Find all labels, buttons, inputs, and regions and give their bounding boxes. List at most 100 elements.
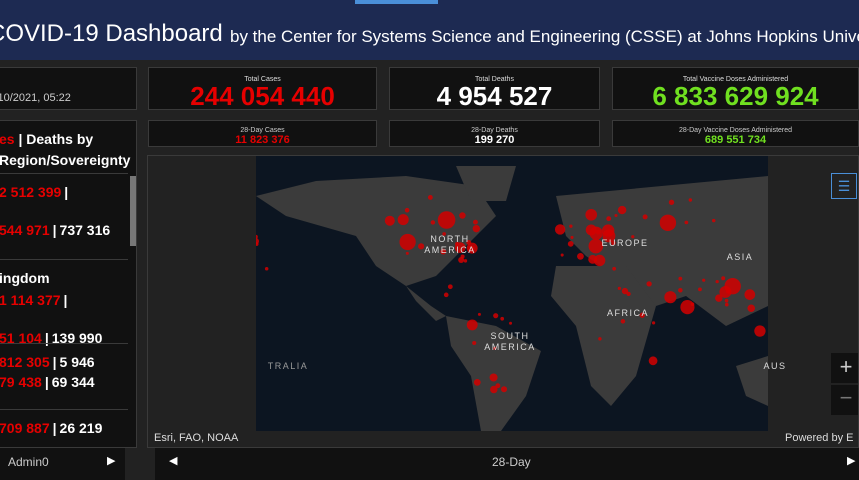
- map-label: TRALIA: [267, 361, 309, 371]
- case-bubble[interactable]: [639, 312, 645, 318]
- case-bubble[interactable]: [620, 319, 626, 324]
- case-bubble[interactable]: [493, 313, 499, 319]
- case-bubble[interactable]: [472, 340, 477, 346]
- case-bubble[interactable]: [570, 235, 574, 239]
- case-bubble[interactable]: [747, 304, 755, 313]
- case-bubble[interactable]: [631, 235, 635, 239]
- case-bubble[interactable]: [405, 251, 409, 255]
- prev-arrow[interactable]: ◀: [169, 455, 178, 467]
- case-bubble[interactable]: [454, 242, 466, 253]
- case-bubble[interactable]: [490, 385, 498, 394]
- case-bubble[interactable]: [399, 233, 416, 251]
- case-bubble[interactable]: [560, 253, 564, 257]
- case-bubble[interactable]: [721, 276, 726, 281]
- case-bubble[interactable]: [712, 218, 716, 223]
- case-bubble[interactable]: [698, 287, 702, 292]
- case-bubble[interactable]: [569, 224, 573, 228]
- case-bubble[interactable]: [690, 302, 695, 306]
- case-bubble[interactable]: [659, 214, 677, 232]
- case-bubble[interactable]: [612, 266, 617, 271]
- case-bubble[interactable]: [617, 286, 621, 290]
- case-bubble[interactable]: [404, 207, 410, 213]
- case-bubble[interactable]: [588, 238, 604, 254]
- case-bubble[interactable]: [440, 248, 447, 255]
- case-bubble[interactable]: [678, 276, 683, 281]
- last-updated-box: 11/10/2021, 05:22: [0, 67, 137, 110]
- case-bubble[interactable]: [668, 199, 675, 205]
- case-bubble[interactable]: [256, 242, 259, 246]
- case-bubble[interactable]: [585, 208, 598, 221]
- case-bubble[interactable]: [688, 198, 693, 202]
- case-bubble[interactable]: [593, 254, 606, 267]
- case-bubble[interactable]: [500, 316, 505, 321]
- case-bubble[interactable]: [472, 224, 481, 233]
- case-bubble[interactable]: [442, 232, 446, 236]
- case-bubble[interactable]: [495, 383, 501, 389]
- case-bubble[interactable]: [489, 373, 498, 382]
- list-tab[interactable]: Admin0: [8, 455, 49, 469]
- case-bubble[interactable]: [493, 346, 497, 350]
- case-bubble[interactable]: [567, 241, 574, 247]
- case-bubble[interactable]: [724, 302, 729, 307]
- case-bubble[interactable]: [601, 224, 615, 237]
- case-bubble[interactable]: [397, 214, 409, 226]
- case-bubble[interactable]: [418, 243, 425, 250]
- case-bubble[interactable]: [256, 234, 258, 239]
- case-bubble[interactable]: [473, 378, 481, 386]
- case-bubble[interactable]: [459, 212, 466, 219]
- case-bubble[interactable]: [611, 240, 616, 246]
- cases-value: 51 104: [0, 330, 42, 346]
- case-bubble[interactable]: [744, 289, 756, 300]
- case-bubble[interactable]: [684, 220, 689, 225]
- footer-right[interactable]: ◀ 28-Day ▶: [155, 448, 859, 480]
- case-bubble[interactable]: [466, 242, 478, 254]
- case-bubble[interactable]: [626, 291, 631, 297]
- case-bubble[interactable]: [702, 278, 706, 282]
- zoom-in[interactable]: +: [831, 353, 858, 383]
- case-bubble[interactable]: [554, 224, 566, 235]
- case-bubble[interactable]: [589, 226, 603, 240]
- case-bubble[interactable]: [500, 386, 508, 393]
- last-updated: 11/10/2021, 05:22: [0, 92, 71, 104]
- case-bubble[interactable]: [598, 337, 602, 341]
- case-bubble[interactable]: [614, 213, 618, 218]
- case-bubble[interactable]: [443, 292, 449, 298]
- next-arrow[interactable]: ▶: [107, 455, 116, 467]
- footer-left[interactable]: Admin0 ▶: [0, 448, 125, 480]
- case-bubble[interactable]: [384, 215, 395, 226]
- powered-by[interactable]: Powered by E: [785, 432, 854, 444]
- case-bubble[interactable]: [617, 205, 627, 215]
- next-arrow[interactable]: ▶: [847, 455, 856, 467]
- map-tab[interactable]: 28-Day: [492, 455, 531, 469]
- case-bubble[interactable]: [678, 288, 683, 293]
- case-bubble[interactable]: [642, 214, 648, 220]
- scrollbar[interactable]: [130, 176, 136, 246]
- case-bubble[interactable]: [715, 279, 719, 284]
- legend-button[interactable]: ☰: [831, 173, 857, 199]
- case-bubble[interactable]: [577, 252, 584, 260]
- case-bubble[interactable]: [473, 219, 478, 225]
- map-label: AFRICA: [606, 308, 649, 318]
- case-bubble[interactable]: [466, 319, 478, 331]
- case-bubble[interactable]: [651, 321, 656, 325]
- case-bubble[interactable]: [724, 298, 729, 303]
- case-bubble[interactable]: [430, 220, 436, 225]
- case-bubble[interactable]: [463, 259, 468, 263]
- case-bubble[interactable]: [264, 266, 269, 271]
- case-bubble[interactable]: [680, 300, 695, 315]
- case-bubble[interactable]: [646, 281, 652, 287]
- case-bubble[interactable]: [648, 356, 658, 366]
- case-bubble[interactable]: [754, 325, 766, 337]
- case-bubble[interactable]: [458, 257, 465, 264]
- case-bubble[interactable]: [664, 291, 677, 304]
- case-bubble[interactable]: [477, 312, 481, 316]
- case-bubble[interactable]: [715, 294, 723, 302]
- case-bubble[interactable]: [621, 287, 629, 295]
- case-bubble[interactable]: [427, 195, 433, 200]
- case-bubble[interactable]: [724, 277, 741, 295]
- case-bubble[interactable]: [606, 216, 612, 222]
- case-bubble[interactable]: [437, 211, 456, 229]
- case-bubble[interactable]: [447, 284, 453, 290]
- zoom-out[interactable]: −: [831, 385, 858, 415]
- case-bubble[interactable]: [509, 321, 513, 325]
